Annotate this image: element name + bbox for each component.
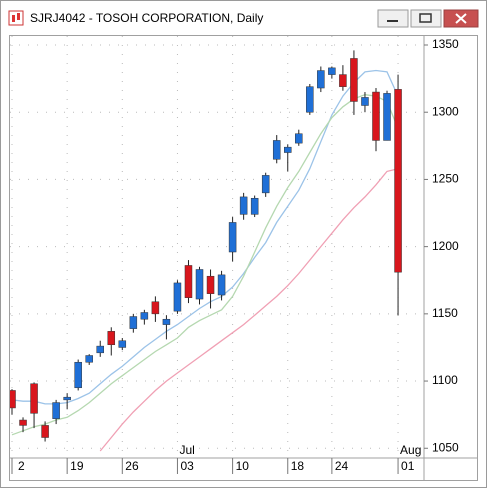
candle-body (129, 316, 138, 329)
plot-area (10, 36, 423, 457)
maximize-button[interactable] (410, 9, 442, 28)
x-tick-label: 19 (70, 459, 84, 473)
x-tick-label: 2 (18, 459, 25, 473)
y-tick-label: 1200 (432, 239, 459, 253)
candle-body (10, 390, 16, 409)
month-label: Aug (400, 443, 421, 457)
candle-body (372, 91, 380, 141)
candle-body (239, 196, 248, 215)
candle-body (284, 146, 292, 153)
minimize-button[interactable] (377, 9, 409, 28)
y-tick-label: 1350 (432, 37, 459, 51)
x-tick-label: 24 (335, 459, 349, 473)
candle-body (361, 97, 369, 106)
candle-body (19, 419, 27, 426)
candle-body (41, 425, 49, 438)
x-tick-label: 10 (236, 459, 250, 473)
app-icon (8, 10, 24, 26)
close-glyph (455, 13, 467, 24)
candle-body (261, 175, 270, 194)
app-icon-bar (12, 15, 15, 22)
y-tick-label: 1300 (432, 104, 459, 118)
candle-body (383, 93, 391, 141)
candle-body (328, 67, 336, 75)
moving-average-line (99, 168, 399, 452)
candle-body (85, 355, 93, 363)
y-tick-label: 1250 (432, 172, 459, 186)
candle-body (96, 345, 104, 354)
y-tick-label: 1150 (432, 306, 458, 320)
candle-body (140, 312, 149, 320)
x-tick-label: 18 (291, 459, 305, 473)
candle-body (63, 396, 71, 401)
y-tick-label: 1100 (432, 373, 458, 387)
candle-body (272, 140, 281, 160)
candle-body (118, 340, 127, 348)
candle-body (317, 70, 325, 89)
candle-body (107, 331, 116, 346)
candle-body (162, 318, 171, 325)
candle-body (206, 275, 215, 294)
candle-body (217, 274, 226, 296)
moving-average-line (11, 94, 399, 436)
moving-average-line (11, 69, 399, 405)
candle-body (339, 74, 347, 87)
y-tick-label: 1050 (432, 440, 459, 454)
candle-body (295, 133, 303, 144)
candle-body (74, 361, 82, 389)
candle-body (350, 58, 358, 102)
x-tick-label: 26 (125, 459, 139, 473)
candle-body (228, 222, 237, 253)
x-tick-label: 03 (180, 459, 194, 473)
candle-body (306, 86, 314, 113)
month-label: Jul (179, 443, 194, 457)
window-title: SJRJ4042 - TOSOH CORPORATION, Daily (30, 11, 263, 25)
candle-body (52, 402, 60, 419)
chart-frame (9, 35, 478, 481)
candle-body (195, 269, 204, 300)
candle-body (394, 89, 402, 273)
candle-body (151, 301, 160, 315)
candle-body (30, 383, 38, 414)
maximize-glyph (419, 13, 432, 23)
candle-body (173, 282, 182, 312)
app-icon-bar (17, 13, 20, 20)
candle-body (250, 197, 259, 215)
x-tick-label: 01 (401, 459, 415, 473)
candle-body (184, 265, 193, 298)
